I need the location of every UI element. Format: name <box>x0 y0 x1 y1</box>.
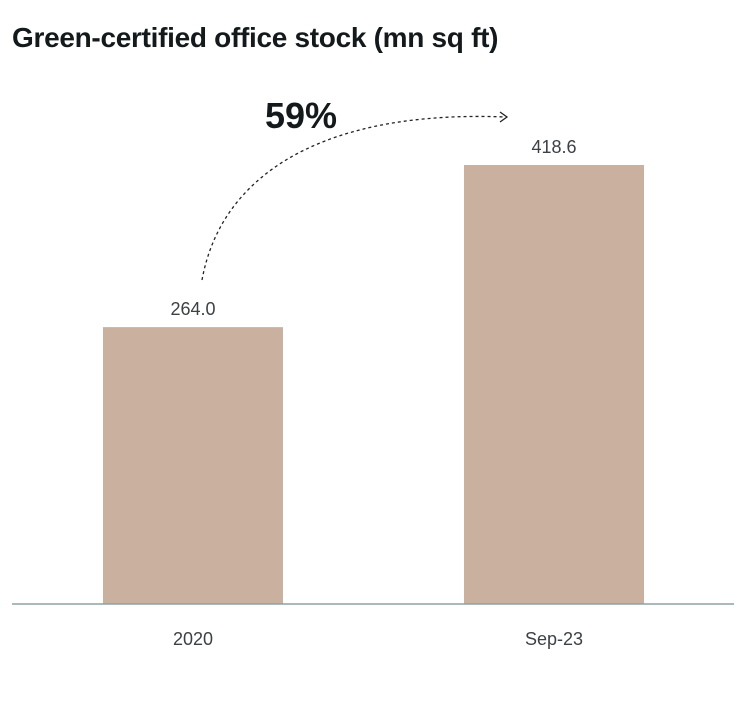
bar-sep-23 <box>464 165 644 604</box>
labels-group: 264.0 2020 418.6 Sep-23 <box>170 137 583 649</box>
bar-2020 <box>103 327 283 604</box>
x-tick-label: 2020 <box>173 629 213 649</box>
value-label: 418.6 <box>531 137 576 157</box>
value-label: 264.0 <box>170 299 215 319</box>
x-tick-label: Sep-23 <box>525 629 583 649</box>
chart-title: Green-certified office stock (mn sq ft) <box>12 22 499 53</box>
bars-group <box>103 165 644 604</box>
growth-annotation: 59% <box>265 95 337 136</box>
arrow-head-icon <box>499 111 509 123</box>
growth-arrow <box>201 115 506 281</box>
